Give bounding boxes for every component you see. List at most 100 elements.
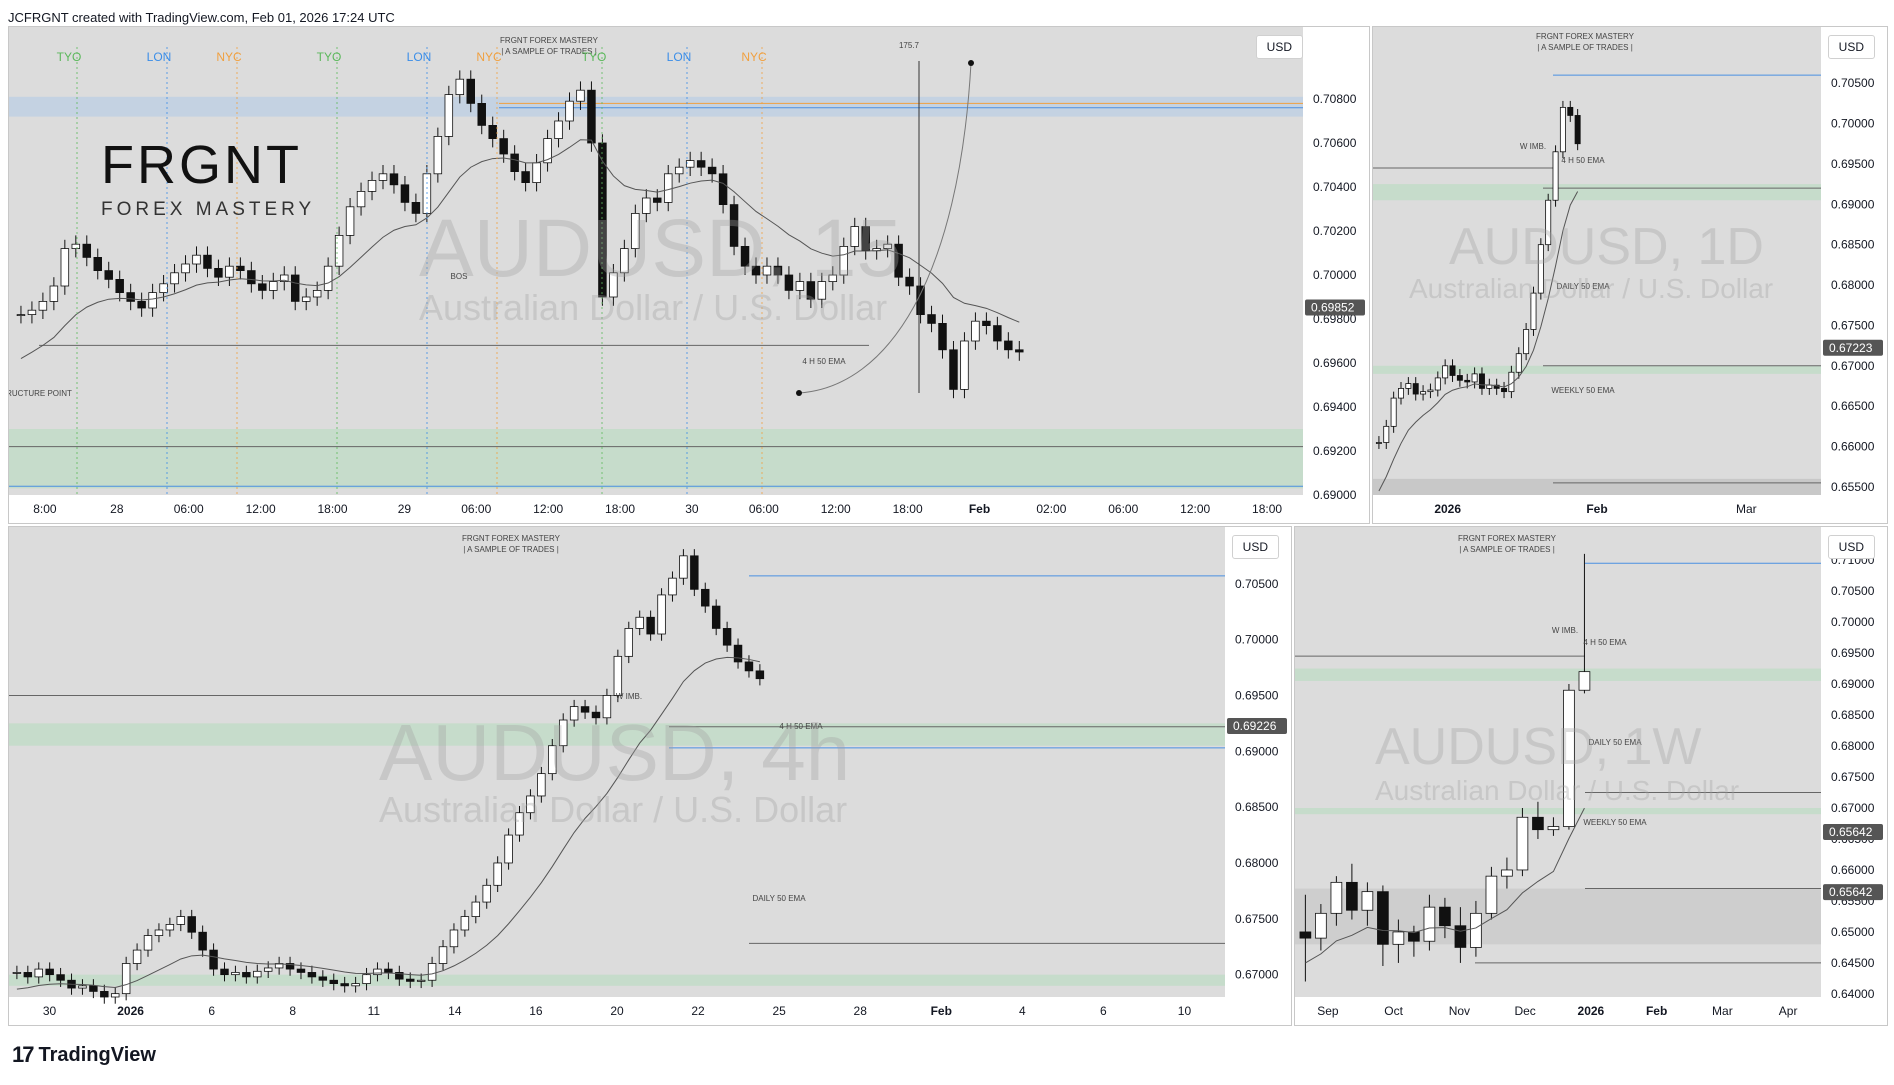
chart-panel-1d[interactable]: 0.70500 0.70000 0.69500 0.69000 0.68500 0.680… [1372,26,1888,524]
candle-body [565,100,574,122]
y-tick-label: 0.66500 [1831,399,1875,413]
price-axis [1303,27,1369,523]
y-tick-label: 0.69500 [1831,646,1875,660]
currency-button[interactable]: USD [1231,535,1279,559]
candle-body [115,278,124,293]
chart-panel-4h[interactable]: 0.70500 0.70000 0.69500 0.69000 0.68500 0.680… [8,526,1292,1026]
x-tick-label: 18:00 [893,502,923,516]
candle-body [521,171,530,184]
candle-body [449,929,459,948]
chart-1w-svg: 0.710000.705000.700000.695000.690000.685… [1295,527,1887,1025]
candle-body [411,201,421,214]
ema-line [1378,191,1579,492]
candle-body [38,300,48,311]
candle-body [1439,906,1451,927]
candle-body [367,179,377,192]
x-tick-label: 20 [610,1004,624,1018]
annotation-label: FRGNT FOREX MASTERY [462,534,561,543]
x-tick-label: 06:00 [461,502,491,516]
candle-body [591,711,601,719]
tradingview-logo-icon: 17 [12,1042,35,1067]
candle-body [1454,925,1467,948]
currency-button[interactable]: USD [1827,35,1875,59]
candle-body [71,243,81,249]
candle-body [711,605,721,629]
tradingview-footer[interactable]: 17 TradingView [12,1042,156,1068]
candle-body [718,173,728,206]
candle-body [949,349,958,390]
candle-body [111,993,120,998]
candle-body [143,935,153,951]
candle-body [537,773,546,797]
candle-body [526,795,535,814]
candle-body [620,248,629,274]
candle-body [740,245,750,267]
candle-body [356,190,366,208]
y-tick-label: 0.69200 [1313,444,1357,458]
candle-body [165,924,175,931]
candle-body [1015,349,1024,353]
x-tick-label: 28 [854,1004,868,1018]
candle-body [1315,912,1327,939]
x-tick-label: 11 [368,1004,381,1018]
annotation-label: FRGNT FOREX MASTERY [1536,32,1635,41]
time-axis [1295,997,1887,1025]
candle-body [504,834,513,864]
candle-body [312,289,322,298]
candle-body [532,162,541,184]
chart-panel-1w[interactable]: 0.71000 0.70500 0.70000 0.69500 0.69000 0.685… [1294,526,1888,1026]
y-tick-label: 0.67000 [1831,359,1875,373]
y-tick-label: 0.64000 [1831,987,1875,1001]
session-label: TYO [57,50,82,64]
candle-body [378,173,388,181]
current-price-label: 0.67223 [1829,341,1873,355]
candle-body [12,972,22,974]
candle-body [668,577,677,596]
candle-body [290,274,300,302]
y-tick-label: 0.66000 [1831,863,1875,877]
candle-body [323,265,333,291]
y-tick-label: 0.65000 [1831,925,1875,939]
candle-body [1559,106,1566,153]
projection-path [798,62,972,394]
candle-body [301,296,311,302]
currency-button[interactable]: USD [1827,535,1875,559]
candle-body [181,263,190,274]
x-tick-label: 06:00 [1108,502,1138,516]
candle-body [938,322,947,351]
currency-button[interactable]: USD [1255,35,1303,59]
current-price-tag [1823,824,1883,840]
annotation-label: W IMB. [616,692,642,701]
annotation-label: DAILY 50 EMA [752,894,806,903]
annotation-label: 4 H 50 EMA [779,722,823,731]
candle-body [444,94,454,137]
candle-body [927,314,936,324]
x-tick-label: Feb [931,1004,952,1018]
y-tick-label: 0.70000 [1831,117,1875,131]
candle-body [209,949,218,970]
candle-body [701,588,710,607]
current-price-tag [1227,718,1287,735]
candle-body [613,655,623,696]
candle-body [49,285,59,302]
candle-body [602,695,612,719]
chart-panel-15m[interactable]: 0.70800 0.70600 0.70400 0.70200 0.70000 0.698… [8,26,1370,524]
candle-body [1547,826,1560,831]
y-tick-label: 0.67000 [1831,801,1875,815]
session-label: LON [147,50,172,64]
x-tick-label: Sep [1317,1004,1339,1018]
brand-title: FRGNT [101,135,302,195]
price-zone [1295,807,1821,815]
y-tick-label: 0.69000 [1313,488,1357,502]
candle-body [554,120,563,140]
annotation-label: RUCTURE POINT [9,389,72,398]
candle-body [351,983,360,987]
candle-body [960,340,969,390]
candle-body [663,173,673,203]
candle-body [1493,384,1500,389]
candle-body [1330,881,1343,914]
candle-body [1442,365,1449,379]
candle-body [784,274,794,291]
candle-body [861,226,870,252]
time-axis [9,997,1291,1025]
